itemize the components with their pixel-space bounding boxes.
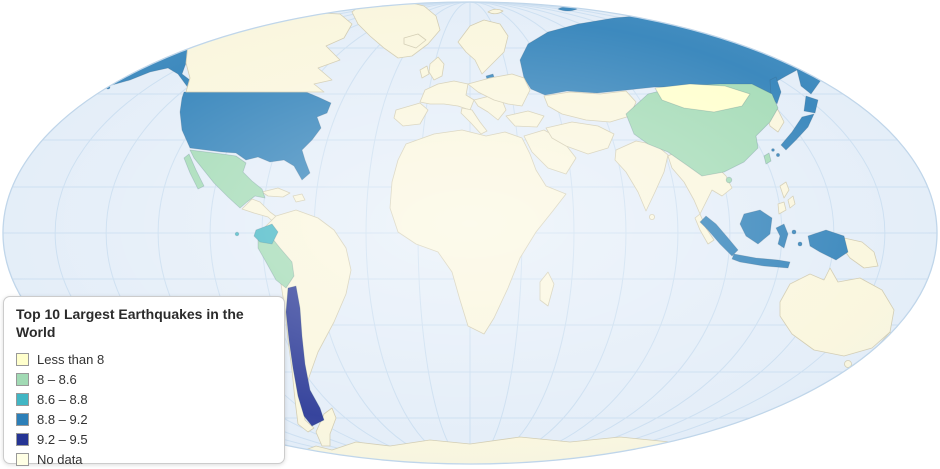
legend-swatch-8-8.6 xyxy=(16,372,29,386)
country-indonesia-moluccas[interactable] xyxy=(791,229,797,235)
legend-label: 8.6 – 8.8 xyxy=(37,391,88,407)
country-indonesia-moluccas[interactable] xyxy=(797,241,803,247)
region-hainan[interactable] xyxy=(725,176,733,184)
country-united-states-hawaii[interactable] xyxy=(85,83,90,88)
legend-label: 8.8 – 9.2 xyxy=(37,411,88,427)
legend-item: 8.6 – 8.8 xyxy=(16,390,272,409)
country-russia-arctic-islands[interactable] xyxy=(609,5,632,11)
legend-item: No data xyxy=(16,450,272,469)
country-united-states-hawaii[interactable] xyxy=(92,86,97,91)
legend-item: Less than 8 xyxy=(16,350,272,369)
legend-swatch-8.8-9.2 xyxy=(16,412,29,426)
legend-label: 9.2 – 9.5 xyxy=(37,431,88,447)
legend-item: 8.8 – 9.2 xyxy=(16,410,272,429)
legend-swatch-8.6-8.8 xyxy=(16,392,29,406)
country-united-states-aleutians[interactable] xyxy=(79,86,85,92)
country-japan-ryukyu[interactable] xyxy=(776,152,781,157)
legend-label: 8 – 8.6 xyxy=(37,371,77,387)
country-sri-lanka[interactable] xyxy=(649,213,656,220)
legend-label: No data xyxy=(37,451,83,467)
legend-panel: Top 10 Largest Earthquakes in the World … xyxy=(3,296,285,467)
country-united-states-aleutians[interactable] xyxy=(91,84,97,90)
country-russia-arctic-islands[interactable] xyxy=(675,7,696,13)
legend-swatch-no-data xyxy=(16,452,29,466)
legend-title: Top 10 Largest Earthquakes in the World xyxy=(16,306,244,340)
legend-item: 8 – 8.6 xyxy=(16,370,272,389)
legend-swatch-less-than-8 xyxy=(16,352,29,366)
country-united-states-hawaii[interactable] xyxy=(78,80,83,85)
legend-item: 9.2 – 9.5 xyxy=(16,430,272,449)
region-galapagos[interactable] xyxy=(234,231,240,237)
legend-label: Less than 8 xyxy=(37,351,105,367)
country-japan-ryukyu[interactable] xyxy=(771,148,775,152)
legend-swatch-9.2-9.5 xyxy=(16,432,29,446)
